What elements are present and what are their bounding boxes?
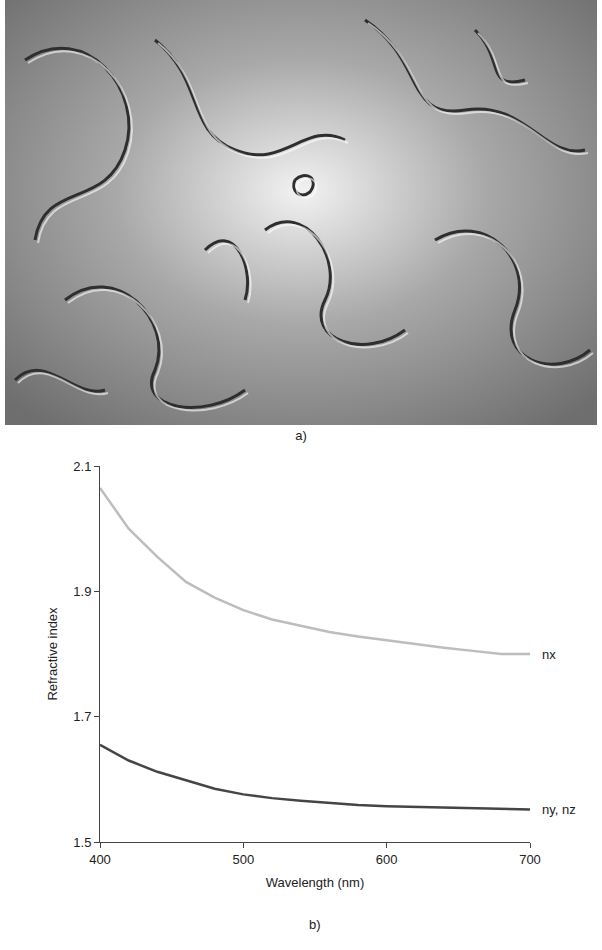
svg-text:2.1: 2.1 — [73, 459, 91, 474]
svg-text:1.7: 1.7 — [73, 709, 91, 724]
svg-text:400: 400 — [89, 852, 111, 867]
svg-text:nx: nx — [542, 647, 556, 662]
svg-text:700: 700 — [519, 852, 541, 867]
html-text:a): a) — [295, 428, 307, 443]
svg-text:1.9: 1.9 — [73, 584, 91, 599]
svg-text:Wavelength (nm): Wavelength (nm) — [266, 875, 365, 890]
svg-text:1.5: 1.5 — [73, 835, 91, 850]
svg-text:b): b) — [309, 917, 321, 932]
svg-text:ny, nz: ny, nz — [542, 802, 576, 817]
svg-text:Refractive index: Refractive index — [45, 607, 60, 701]
svg-text:600: 600 — [376, 852, 398, 867]
svg-text:500: 500 — [232, 852, 254, 867]
